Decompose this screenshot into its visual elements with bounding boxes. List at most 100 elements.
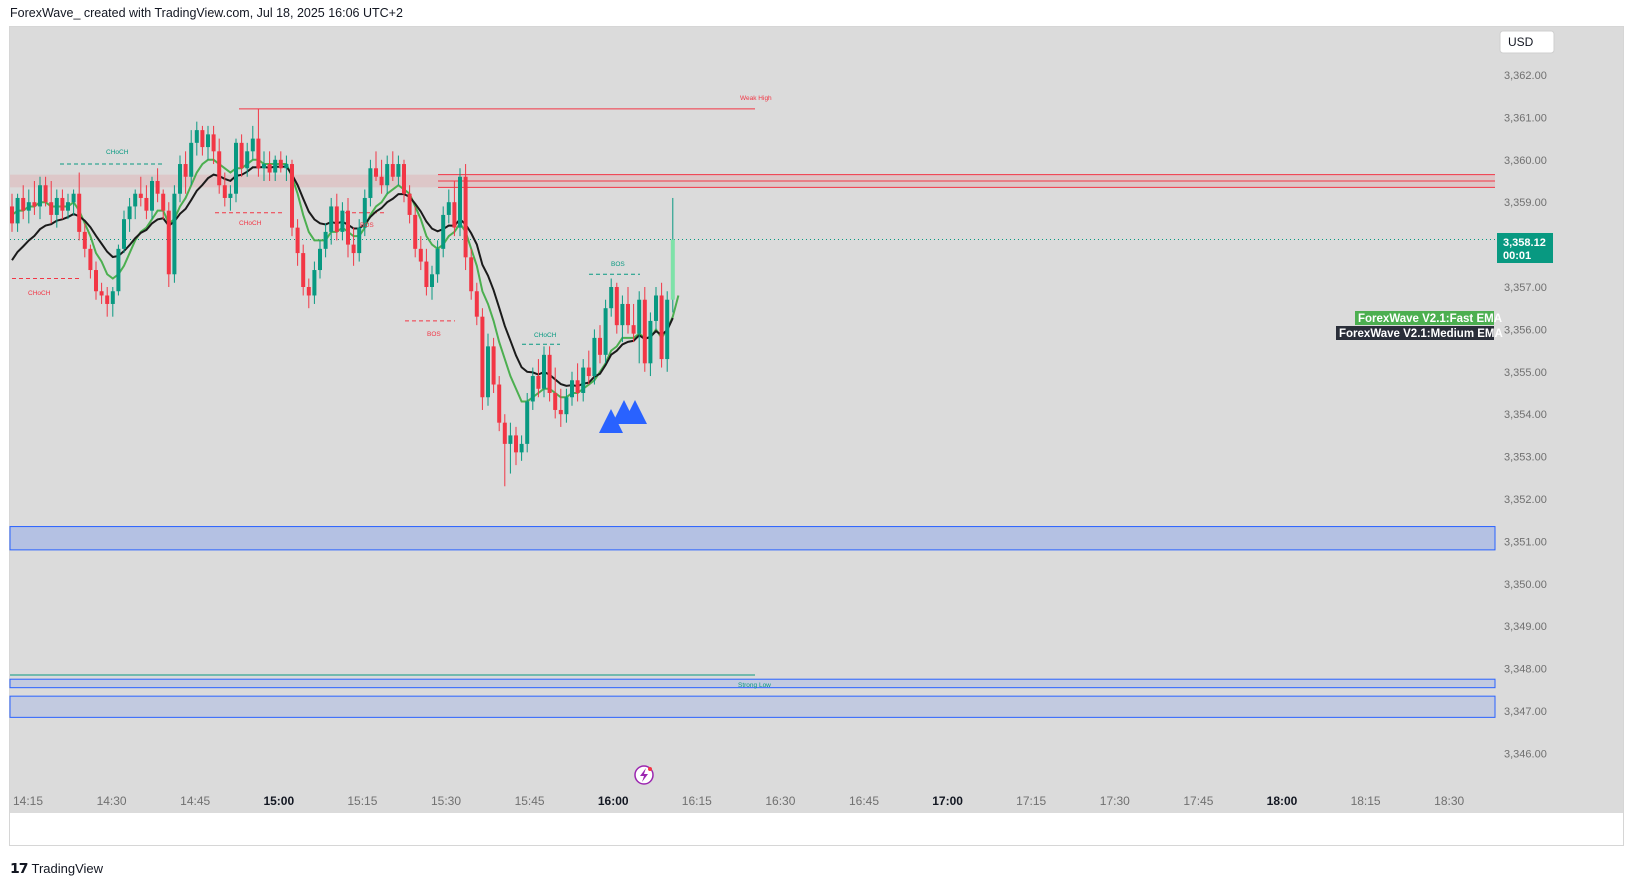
- candle: [491, 337, 496, 393]
- candle: [49, 181, 54, 224]
- candle: [435, 240, 440, 283]
- candle: [581, 359, 586, 402]
- candle: [547, 346, 552, 402]
- candle: [536, 359, 541, 398]
- y-tick-label: 3,353.00: [1504, 452, 1547, 464]
- candle-body: [88, 248, 93, 271]
- candle-body: [458, 176, 462, 228]
- medium-ema-label-text: ForexWave V2.1:Medium EMA: [1339, 328, 1503, 340]
- y-tick-label: 3,349.00: [1504, 621, 1547, 633]
- y-tick-label: 3,350.00: [1504, 579, 1547, 591]
- candle: [430, 265, 434, 300]
- candle-body: [570, 380, 574, 398]
- candle-body: [609, 287, 614, 309]
- candle-body: [82, 231, 87, 249]
- candle: [564, 388, 569, 423]
- candle: [172, 185, 177, 283]
- candle: [256, 108, 261, 177]
- strong-low-label: Strong Low: [738, 682, 771, 689]
- candle: [530, 367, 535, 410]
- candle-body: [144, 197, 149, 211]
- y-tick-label: 3,357.00: [1504, 282, 1547, 294]
- candle: [189, 130, 194, 186]
- y-tick-label: 3,354.00: [1504, 409, 1547, 421]
- candle-body: [525, 401, 530, 444]
- candle-body: [206, 134, 210, 148]
- candle: [133, 189, 138, 220]
- candle-body: [430, 274, 434, 287]
- candle: [654, 287, 658, 330]
- candle: [10, 193, 14, 232]
- candle: [631, 303, 636, 343]
- candle: [346, 197, 350, 258]
- candle-body: [497, 384, 502, 423]
- fast-ema-label: ForexWave V2.1:Fast EMA: [1355, 311, 1502, 325]
- candle-body: [469, 257, 474, 292]
- candle-body: [284, 164, 289, 169]
- candle-body: [273, 159, 278, 173]
- candle-body: [172, 193, 177, 275]
- candle: [402, 159, 406, 203]
- candle: [245, 142, 250, 177]
- candle: [390, 151, 395, 181]
- candle: [267, 151, 272, 181]
- y-tick-label: 3,362.00: [1504, 70, 1547, 82]
- candle-body: [122, 219, 126, 249]
- candle-body: [77, 193, 82, 232]
- candle-body: [183, 164, 188, 177]
- fast-ema-label-text: ForexWave V2.1:Fast EMA: [1358, 313, 1502, 325]
- candle: [446, 189, 451, 224]
- candle-body: [474, 291, 479, 317]
- candle-body: [43, 185, 48, 203]
- candle: [670, 197, 675, 313]
- candle-body: [374, 168, 378, 177]
- price-axis-background[interactable]: [1495, 27, 1623, 813]
- candle-body: [435, 248, 440, 275]
- candle: [525, 393, 530, 453]
- candle: [497, 376, 502, 432]
- x-tick-label: 16:45: [849, 794, 879, 808]
- candle-body: [295, 227, 300, 254]
- candle: [178, 155, 182, 203]
- candle: [603, 299, 608, 364]
- candle: [553, 367, 558, 419]
- candle: [234, 138, 238, 203]
- candle: [127, 197, 132, 232]
- y-tick-label: 3,346.00: [1504, 748, 1547, 760]
- candle: [222, 172, 227, 207]
- candle: [82, 223, 87, 258]
- candle: [273, 155, 278, 181]
- chart-frame[interactable]: [9, 26, 1624, 846]
- candle: [200, 125, 205, 156]
- candle-body: [161, 193, 166, 211]
- candle: [340, 202, 345, 241]
- candle: [474, 282, 479, 326]
- candle-body: [379, 176, 384, 186]
- candle: [183, 151, 188, 194]
- lightning-alert-icon[interactable]: [634, 765, 654, 785]
- candle: [284, 155, 289, 181]
- candle: [659, 282, 664, 368]
- candle: [194, 121, 199, 156]
- candle-body: [402, 164, 406, 194]
- candle-body: [54, 197, 59, 215]
- tradingview-brand: TradingView: [31, 860, 104, 876]
- currency-button[interactable]: USD: [1499, 30, 1555, 54]
- candle: [407, 185, 412, 224]
- candle-body: [66, 202, 70, 211]
- candle: [301, 244, 306, 296]
- x-tick-label: 14:30: [97, 794, 127, 808]
- candle-body: [486, 346, 490, 398]
- y-tick-label: 3,356.00: [1504, 324, 1547, 336]
- candle: [665, 291, 670, 372]
- candle-body: [200, 130, 205, 148]
- candle: [71, 189, 76, 215]
- candle-body: [463, 176, 468, 258]
- candle-body: [603, 308, 608, 355]
- candle: [138, 176, 143, 207]
- last-price-countdown: 00:01: [1503, 250, 1531, 262]
- candle: [452, 181, 457, 237]
- candle-body: [105, 295, 110, 304]
- buy-signal-triangle: [599, 409, 623, 433]
